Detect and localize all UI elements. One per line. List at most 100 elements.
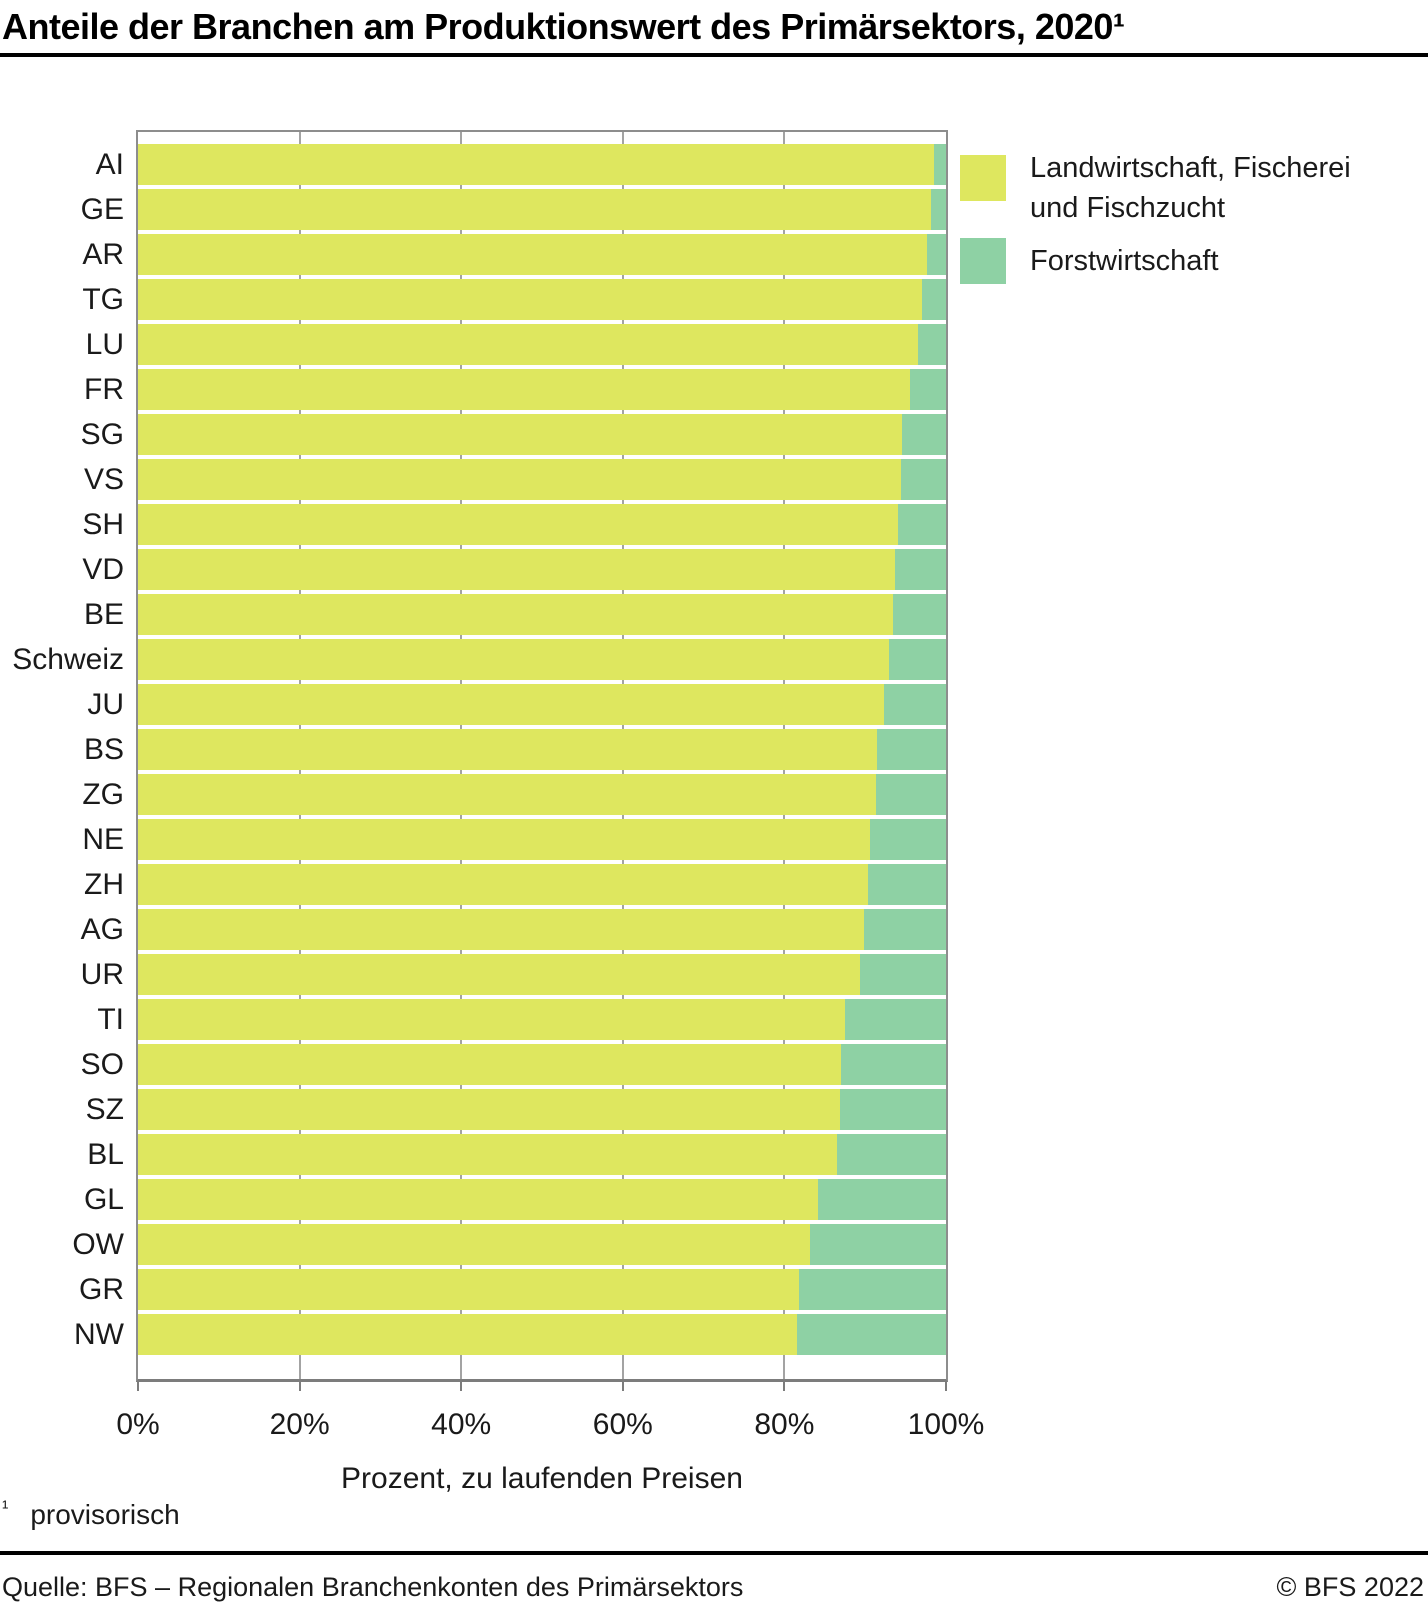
category-label-AI: AI [95, 148, 124, 181]
category-label-LU: LU [85, 328, 124, 361]
legend-label-agriculture: Landwirtschaft, Fischerei und Fischzucht [1030, 152, 1351, 224]
category-label-Schweiz: Schweiz [12, 643, 124, 676]
bar-segment-forestry [931, 189, 946, 230]
bar-row-VD [138, 549, 946, 590]
bar-segment-agriculture [138, 1224, 811, 1265]
footnote-marker: ¹ [2, 1498, 9, 1519]
bar-row-ZH [138, 864, 946, 905]
bar-row-SH [138, 504, 946, 545]
footnote-text: provisorisch [30, 1499, 180, 1531]
bar-segment-agriculture [138, 909, 865, 950]
bar-row-TG [138, 279, 946, 320]
category-label-UR: UR [80, 958, 124, 991]
category-label-SG: SG [80, 418, 124, 451]
bar-segment-agriculture [138, 729, 877, 770]
category-label-GR: GR [79, 1273, 124, 1306]
bar-row-Schweiz [138, 639, 946, 680]
category-label-FR: FR [84, 373, 124, 406]
bar-segment-agriculture [138, 1044, 841, 1085]
bar-segment-agriculture [138, 414, 902, 455]
bar-segment-forestry [798, 1269, 946, 1310]
bar-segment-forestry [859, 954, 946, 995]
bar-row-UR [138, 954, 946, 995]
bar-row-JU [138, 684, 946, 725]
bar-row-FR [138, 369, 946, 410]
category-label-SZ: SZ [85, 1093, 124, 1126]
bar-row-AG [138, 909, 946, 950]
bar-segment-forestry [921, 279, 946, 320]
bar-row-SG [138, 414, 946, 455]
bar-segment-agriculture [138, 144, 934, 185]
bar-segment-forestry [898, 504, 946, 545]
bar-segment-agriculture [138, 1179, 818, 1220]
x-axis-ticks [137, 1382, 947, 1392]
legend-label-forestry: Forstwirtschaft [1030, 245, 1219, 277]
x-axis-title: Prozent, zu laufenden Preisen [341, 1462, 743, 1495]
x-tick-label-60: 60% [592, 1408, 653, 1441]
bar-row-BE [138, 594, 946, 635]
bar-segment-forestry [888, 639, 946, 680]
bar-segment-agriculture [138, 504, 899, 545]
category-label-JU: JU [87, 688, 124, 721]
category-label-NW: NW [74, 1318, 124, 1351]
bar-row-NW [138, 1314, 946, 1355]
x-axis-tick-labels: 0% 20% 40% 60% 80% 100% [116, 1408, 984, 1444]
category-label-AG: AG [80, 913, 124, 946]
bar-segment-agriculture [138, 369, 911, 410]
category-label-SO: SO [80, 1048, 124, 1081]
bar-segment-agriculture [138, 324, 918, 365]
bar-segment-forestry [875, 774, 946, 815]
bar-row-SO [138, 1044, 946, 1085]
category-label-SH: SH [82, 508, 124, 541]
bar-row-LU [138, 324, 946, 365]
divider-rule [0, 1551, 1428, 1555]
bar-segment-agriculture [138, 819, 871, 860]
x-tick-80 [783, 1382, 786, 1391]
bar-row-SZ [138, 1089, 946, 1130]
bar-segment-agriculture [138, 864, 868, 905]
bar-segment-forestry [933, 144, 946, 185]
bar-segment-agriculture [138, 279, 922, 320]
footer-copyright: © BFS 2022 [1276, 1572, 1424, 1602]
bar-segment-forestry [910, 369, 946, 410]
bar-segment-forestry [836, 1134, 946, 1175]
bar-segment-agriculture [138, 639, 889, 680]
bar-segment-forestry [901, 414, 946, 455]
bar-segment-agriculture [138, 594, 893, 635]
bar-segment-agriculture [138, 684, 884, 725]
title-rule [0, 53, 1428, 57]
bar-row-VS [138, 459, 946, 500]
category-label-BS: BS [83, 733, 124, 766]
bar-row-GL [138, 1179, 946, 1220]
bar-segment-agriculture [138, 234, 928, 275]
bar-segment-forestry [810, 1224, 946, 1265]
bar-row-GE [138, 189, 946, 230]
bar-segment-agriculture [138, 1314, 798, 1355]
bar-segment-forestry [840, 1089, 946, 1130]
bar-segment-agriculture [138, 999, 845, 1040]
bar-segment-forestry [876, 729, 946, 770]
bar-row-AR [138, 234, 946, 275]
bar-segment-forestry [870, 819, 946, 860]
category-label-GL: GL [83, 1183, 124, 1216]
bar-row-NE [138, 819, 946, 860]
footnote: ¹ provisorisch [2, 1498, 180, 1531]
bar-segment-forestry [845, 999, 946, 1040]
bar-segment-agriculture [138, 1134, 837, 1175]
bar-row-GR [138, 1269, 946, 1310]
category-label-VD: VD [82, 553, 124, 586]
legend-swatch-agriculture [960, 155, 1006, 201]
category-label-BE: BE [83, 598, 124, 631]
bar-segment-forestry [864, 909, 946, 950]
bar-segment-forestry [840, 1044, 946, 1085]
category-label-ZH: ZH [84, 868, 124, 901]
bar-segment-forestry [797, 1314, 946, 1355]
bar-segment-agriculture [138, 189, 932, 230]
category-label-GE: GE [80, 193, 124, 226]
bar-row-BL [138, 1134, 946, 1175]
bar-segment-agriculture [138, 774, 876, 815]
category-label-NE: NE [82, 823, 124, 856]
bar-row-TI [138, 999, 946, 1040]
category-label-TI: TI [97, 1003, 124, 1036]
x-tick-label-40: 40% [431, 1408, 492, 1441]
